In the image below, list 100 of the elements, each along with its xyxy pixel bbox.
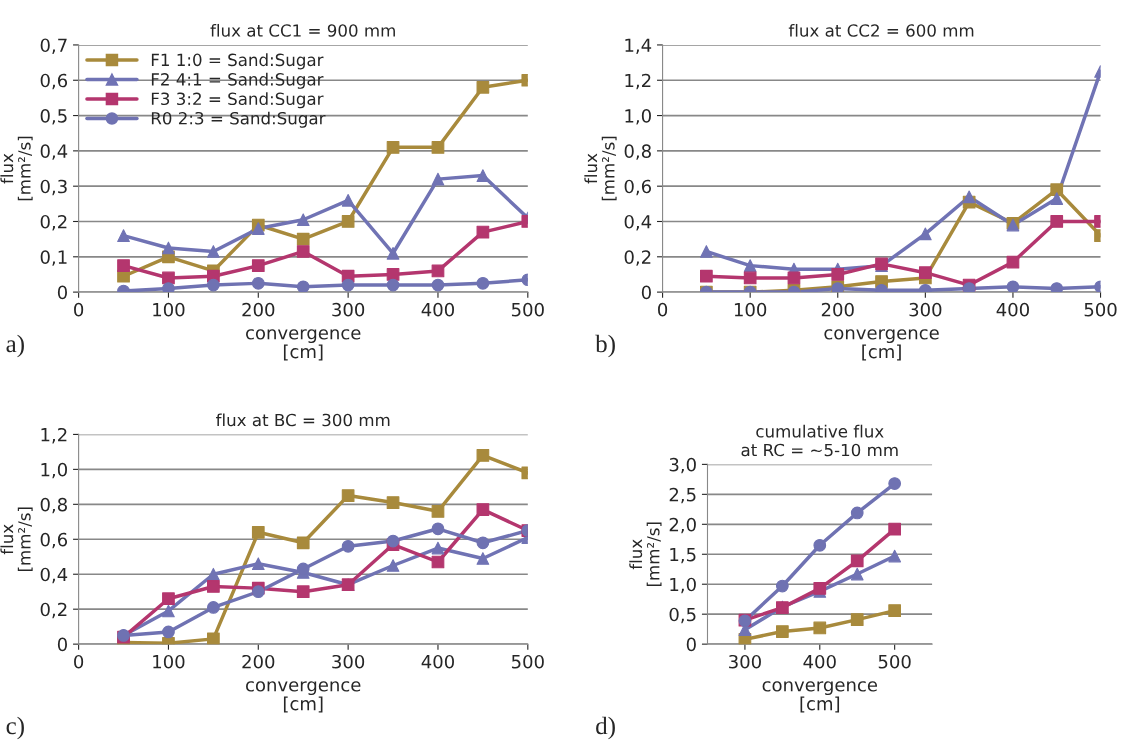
chart-title: flux at CC2 = 600 mm	[788, 23, 974, 37]
point	[888, 604, 902, 617]
x-tick-label: 500	[1084, 302, 1117, 317]
y-tick-label: 1,4	[625, 38, 652, 54]
chart-title: flux at BC = 300 mm	[216, 413, 390, 427]
y-tick-label: 1,0	[625, 109, 651, 125]
y-tick-label: 0,6	[40, 73, 68, 90]
legend-label: R0 2:3 = Sand:Sugar	[151, 111, 326, 128]
y-tick-label: 1,0	[670, 577, 696, 594]
y-tick-label: 2,5	[669, 487, 696, 504]
point	[251, 557, 265, 571]
y-tick-label: 1,5	[670, 547, 696, 564]
point	[775, 625, 789, 638]
point	[117, 229, 130, 242]
point	[162, 282, 175, 293]
point	[207, 245, 220, 258]
x-tick-label: 400	[421, 654, 454, 669]
x-tick-label: 200	[242, 302, 275, 317]
x-tick-label: 400	[421, 302, 454, 317]
point	[431, 541, 445, 555]
y-axis-title: flux [mm²/s]	[0, 507, 33, 572]
x-tick-label: 0	[74, 654, 84, 669]
y-tick-label: 1,2	[625, 73, 651, 90]
point	[386, 246, 400, 260]
point	[251, 222, 265, 235]
text: a)	[6, 334, 24, 358]
point	[207, 567, 220, 581]
y-axis-title: flux [mm²/s]	[629, 522, 662, 587]
x-tick-label: 0	[658, 302, 668, 317]
y-tick-label: 0	[686, 637, 696, 652]
y-tick-label: 2,0	[669, 517, 696, 534]
point	[476, 169, 490, 182]
y-tick-label: 0,1	[40, 250, 67, 266]
x-tick-label: 0	[74, 302, 84, 317]
x-tick-label: 300	[729, 654, 761, 669]
x-tick-label: 200	[242, 654, 275, 669]
y-tick-label: 0	[57, 637, 67, 652]
y-tick-label: 0,6	[40, 532, 68, 549]
point	[743, 259, 757, 272]
y-tick-label: 0,2	[40, 602, 67, 619]
point	[162, 604, 175, 618]
x-tick-label: 100	[734, 302, 767, 317]
y-tick-label: 0,5	[40, 109, 67, 125]
y-tick-label: 0	[57, 285, 67, 300]
point	[1050, 282, 1064, 293]
legend-label: F3 3:2 = Sand:Sugar	[151, 92, 324, 109]
point	[850, 613, 864, 626]
y-tick-label: 0,2	[624, 250, 651, 266]
y-tick-label: 0	[641, 285, 651, 300]
text: c)	[6, 716, 24, 740]
x-axis-title: convergence [cm]	[246, 329, 361, 361]
point	[962, 282, 976, 293]
x-tick-label: 500	[511, 302, 544, 317]
y-tick-label: 0,4	[40, 567, 68, 584]
point	[162, 241, 175, 255]
legend-label: F2 4:1 = Sand:Sugar	[151, 72, 324, 89]
x-tick-label: 400	[996, 302, 1029, 317]
x-axis-title: convergence [cm]	[246, 681, 361, 713]
point	[476, 552, 490, 565]
point	[888, 522, 902, 536]
point	[813, 621, 827, 635]
y-tick-label: 0,8	[624, 144, 651, 160]
y-tick-label: 0,4	[624, 214, 652, 231]
y-tick-label: 0,8	[40, 497, 67, 514]
y-tick-label: 0,2	[40, 214, 67, 231]
x-tick-label: 300	[909, 302, 942, 317]
y-tick-label: 0,3	[40, 179, 67, 196]
chart-title: cumulative flux at RC = ~5-10 mm	[741, 424, 898, 457]
y-tick-label: 1,2	[41, 427, 67, 444]
x-tick-label: 200	[821, 302, 854, 317]
text: b)	[595, 334, 615, 358]
point	[1050, 192, 1064, 205]
y-tick-label: 0,6	[624, 179, 652, 196]
legend-label: F1 1:0 = Sand:Sugar	[151, 53, 324, 70]
point	[341, 193, 355, 207]
y-tick-label: 0,5	[669, 607, 696, 624]
y-tick-label: 3,0	[669, 457, 696, 474]
point	[386, 559, 400, 572]
x-tick-label: 300	[332, 302, 365, 317]
text: d)	[596, 716, 615, 740]
point	[918, 227, 932, 241]
x-tick-label: 500	[511, 654, 544, 669]
x-tick-label: 100	[153, 654, 185, 669]
y-axis-title: flux [mm²/s]	[0, 136, 33, 201]
y-tick-label: 0,7	[40, 38, 67, 54]
point	[850, 554, 864, 568]
point	[850, 567, 864, 581]
x-tick-label: 400	[803, 654, 836, 669]
x-tick-label: 500	[878, 654, 911, 669]
chart-title: flux at CC1 = 900 mm	[210, 23, 395, 37]
point	[700, 245, 713, 258]
point	[296, 213, 310, 227]
y-axis-title: flux [mm²/s]	[584, 136, 617, 201]
x-axis-title: convergence [cm]	[824, 329, 939, 361]
y-tick-label: 1,0	[41, 462, 67, 479]
point	[431, 172, 445, 186]
point	[888, 549, 902, 563]
y-tick-label: 0,4	[40, 144, 68, 160]
point	[962, 190, 976, 204]
x-axis-title: convergence [cm]	[762, 681, 878, 713]
